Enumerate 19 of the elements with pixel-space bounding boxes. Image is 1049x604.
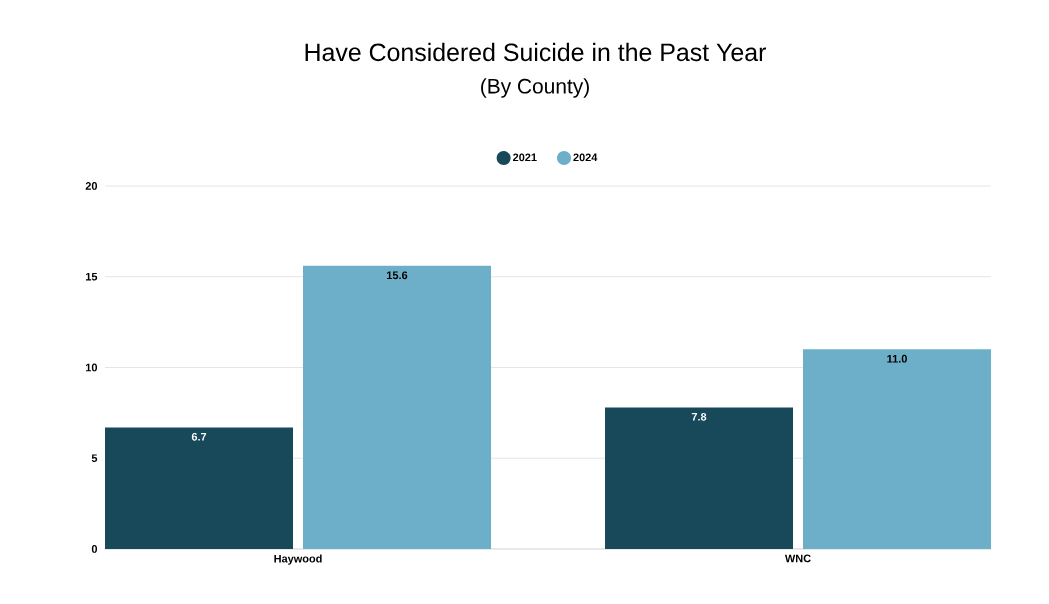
legend-label: 2024: [573, 153, 598, 162]
bar: [303, 265, 492, 549]
bar: [803, 349, 992, 549]
y-tick-label: 0: [91, 545, 98, 553]
y-tick-label: 5: [91, 454, 98, 463]
data-label: 7.8: [691, 412, 707, 421]
chart-title: Have Considered Suicide in the Past Year: [305, 42, 766, 62]
x-tick-label: WNC: [784, 554, 811, 563]
data-label: 6.7: [191, 432, 207, 441]
data-label: 15.6: [387, 271, 408, 280]
bar: [605, 407, 794, 549]
legend-label: 2021: [513, 153, 537, 162]
chart-subtitle: (By County): [481, 78, 589, 98]
bar: [105, 427, 294, 549]
y-tick-label: 15: [85, 272, 98, 281]
y-tick-label: 10: [85, 363, 98, 372]
data-label: 11.0: [887, 354, 907, 363]
x-tick-label: Haywood: [274, 554, 322, 565]
y-tick-label: 20: [85, 182, 98, 190]
